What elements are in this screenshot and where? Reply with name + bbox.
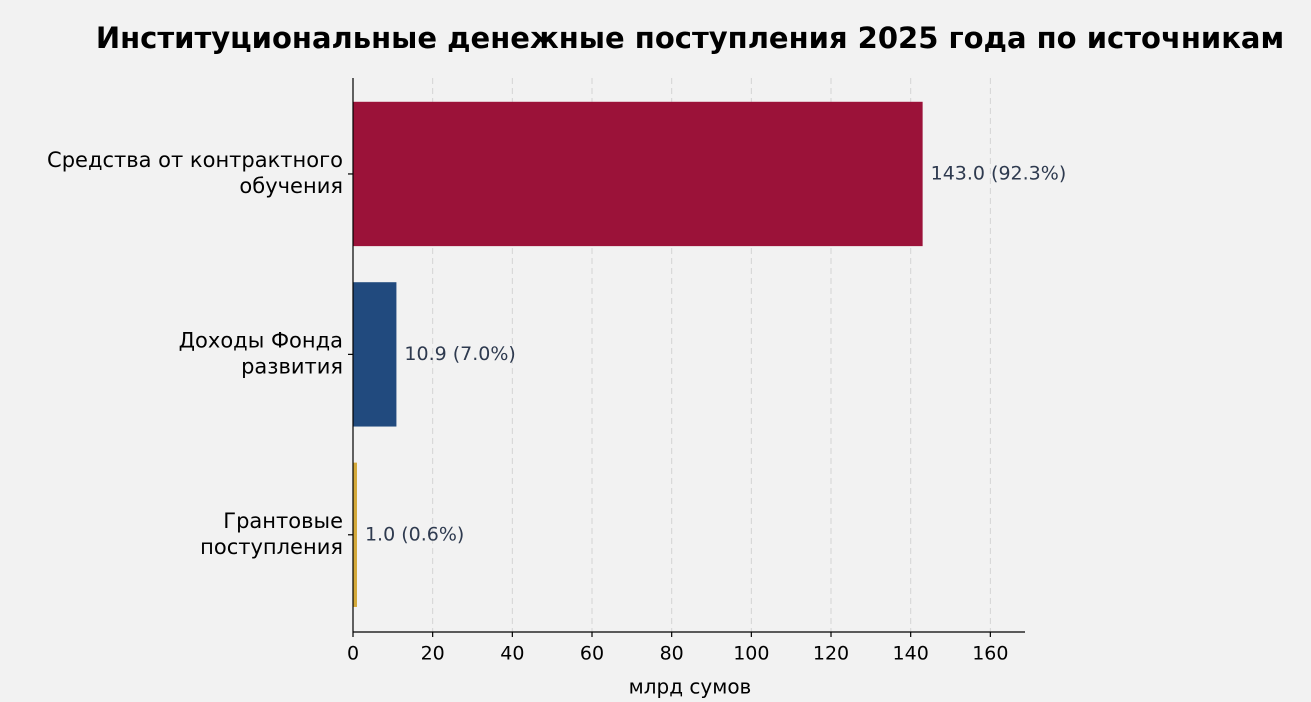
x-tick-label: 160 (972, 643, 1008, 665)
value-label: 143.0 (92.3%) (931, 162, 1067, 184)
value-label: 10.9 (7.0%) (404, 343, 515, 365)
x-tick-label: 40 (500, 643, 524, 665)
x-tick-label: 120 (813, 643, 849, 665)
x-tick-label: 100 (733, 643, 769, 665)
y-tick-label: Доходы Фонда развития (179, 328, 343, 378)
x-axis-label: млрд сумов (629, 675, 752, 699)
x-tick-label: 80 (660, 643, 684, 665)
bar (353, 462, 357, 607)
x-tick-label: 60 (580, 643, 604, 665)
x-tick-label: 0 (347, 643, 359, 665)
x-tick-label: 140 (893, 643, 929, 665)
bar (353, 101, 923, 247)
y-tick-label: Грантовые поступления (200, 509, 343, 559)
x-tick-label: 20 (421, 643, 445, 665)
value-label: 1.0 (0.6%) (365, 523, 464, 545)
chart-title: Институциональные денежные поступления 2… (96, 21, 1284, 55)
y-tick-label: Средства от контрактного обучения (47, 148, 343, 198)
bar (353, 282, 397, 427)
